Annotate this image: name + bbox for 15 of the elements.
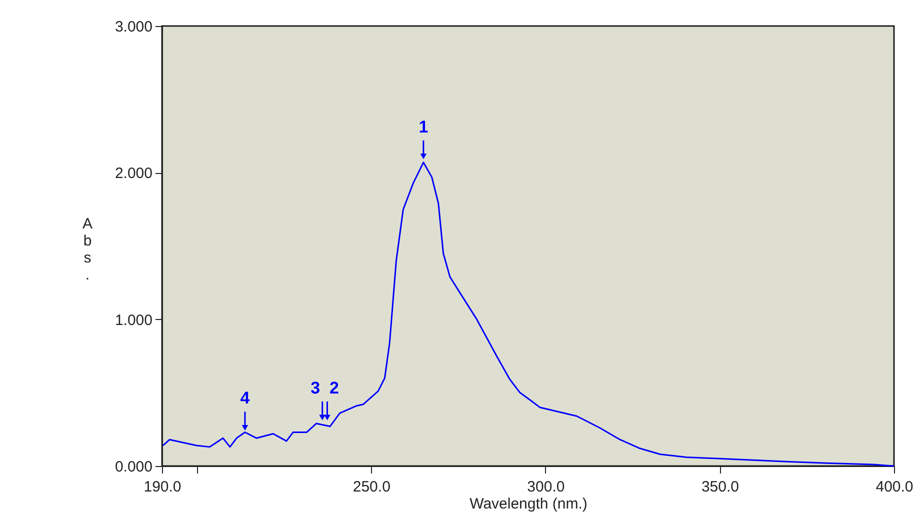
x-axis-title: Wavelength (nm.) <box>470 496 588 512</box>
x-tick-label: 400.0 <box>876 478 914 496</box>
y-tick-label: 2.000 <box>114 165 152 182</box>
y-tick-label: 3.000 <box>114 18 152 36</box>
x-tick-label: 350.0 <box>701 478 739 496</box>
y-axis-title: Abs. <box>82 216 93 284</box>
x-tick-label: 190.0 <box>144 478 182 496</box>
x-tick-label: 250.0 <box>352 478 390 496</box>
y-tick-label: 1.000 <box>114 312 152 329</box>
annotation: 1 <box>418 117 428 136</box>
x-tick-label: 300.0 <box>527 478 565 496</box>
annotation: 4 <box>240 388 250 408</box>
annotation: 3 <box>310 378 320 398</box>
y-tick-label: 0.000 <box>114 458 152 476</box>
annotation: 2 <box>329 378 339 398</box>
